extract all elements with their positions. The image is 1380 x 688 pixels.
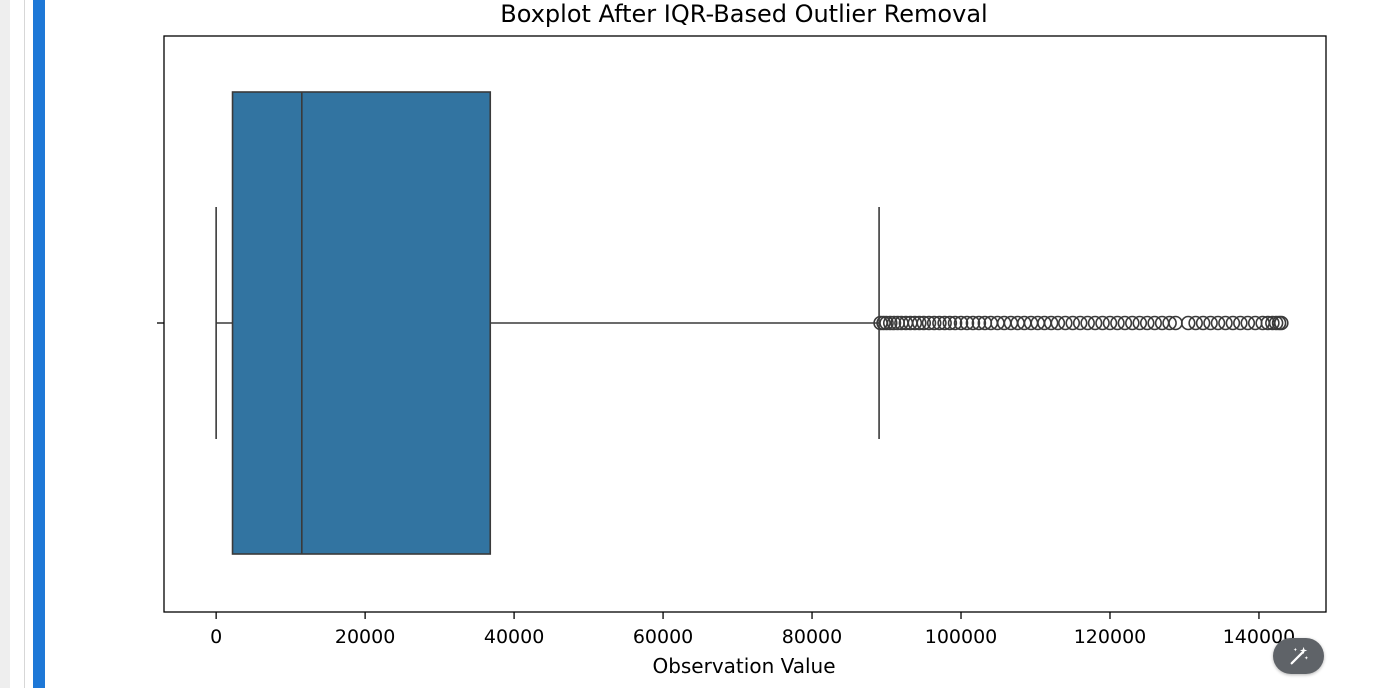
x-tick-label: 100000: [925, 626, 998, 648]
outlier-point: [1274, 315, 1289, 331]
outlier-point: [971, 315, 987, 331]
x-tick-label: 80000: [782, 626, 842, 648]
outlier-point: [921, 315, 937, 331]
outlier-point: [926, 315, 942, 331]
x-axis-label: Observation Value: [652, 654, 835, 678]
outlier-point: [932, 315, 947, 331]
outlier-point: [1132, 315, 1148, 331]
magic-wand-button[interactable]: [1273, 638, 1324, 674]
outlier-point: [1265, 315, 1280, 331]
outlier-point: [947, 315, 963, 331]
x-tick-label: 60000: [633, 626, 693, 648]
outlier-point: [1057, 315, 1073, 331]
outlier-point: [1233, 315, 1248, 331]
outlier-point: [1087, 315, 1103, 331]
outlier-point: [1247, 315, 1263, 331]
left-gutter: [0, 0, 10, 688]
outlier-point: [911, 315, 927, 331]
outlier-point: [1117, 315, 1133, 331]
outlier-point: [953, 315, 969, 331]
gutter-divider: [24, 0, 25, 688]
outlier-point: [1095, 315, 1110, 331]
outlier-point: [942, 315, 958, 331]
outlier-point: [886, 315, 902, 331]
x-tick-label: 40000: [484, 626, 544, 648]
outlier-point: [1080, 315, 1095, 331]
plot-area: [215, 91, 1289, 555]
outlier-point: [1240, 315, 1256, 331]
outlier-point: [1180, 315, 1196, 331]
outlier-point: [959, 315, 975, 331]
x-tick-label: 120000: [1074, 626, 1147, 648]
outlier-point: [1072, 315, 1088, 331]
outlier-point: [1195, 315, 1211, 331]
outlier-point: [1065, 315, 1081, 331]
x-tick-label: 20000: [335, 626, 395, 648]
outlier-point: [1203, 315, 1218, 331]
axes-frame: [163, 35, 1327, 613]
outlier-point: [1225, 315, 1241, 331]
outlier-point: [879, 315, 894, 331]
outlier-point: [1043, 315, 1059, 331]
x-axis-ticks: 0 20000 40000 60000 80000 100000 120000 140000: [210, 612, 1295, 648]
outlier-point: [1147, 315, 1162, 331]
x-tick-label: 0: [210, 626, 222, 648]
outlier-point: [1218, 315, 1233, 331]
outlier-point: [1125, 315, 1140, 331]
outlier-point: [1188, 315, 1203, 331]
outlier-point: [1050, 315, 1066, 331]
outlier-point: [965, 315, 981, 331]
outlier-point: [1210, 315, 1226, 331]
outlier-point: [882, 315, 898, 331]
chart-title: Boxplot After IQR-Based Outlier Removal: [500, 0, 987, 28]
outlier-point: [937, 315, 952, 331]
outlier-point: [907, 315, 923, 331]
active-cell-marker: [33, 0, 45, 688]
outlier-point: [1154, 315, 1170, 331]
iqr-box: [231, 91, 492, 555]
outlier-point: [1102, 315, 1118, 331]
outlier-point: [1139, 315, 1155, 331]
outlier-point: [1110, 315, 1125, 331]
outlier-point: [1162, 315, 1177, 331]
outlier-point: [916, 315, 932, 331]
magic-wand-icon: [1290, 646, 1308, 665]
